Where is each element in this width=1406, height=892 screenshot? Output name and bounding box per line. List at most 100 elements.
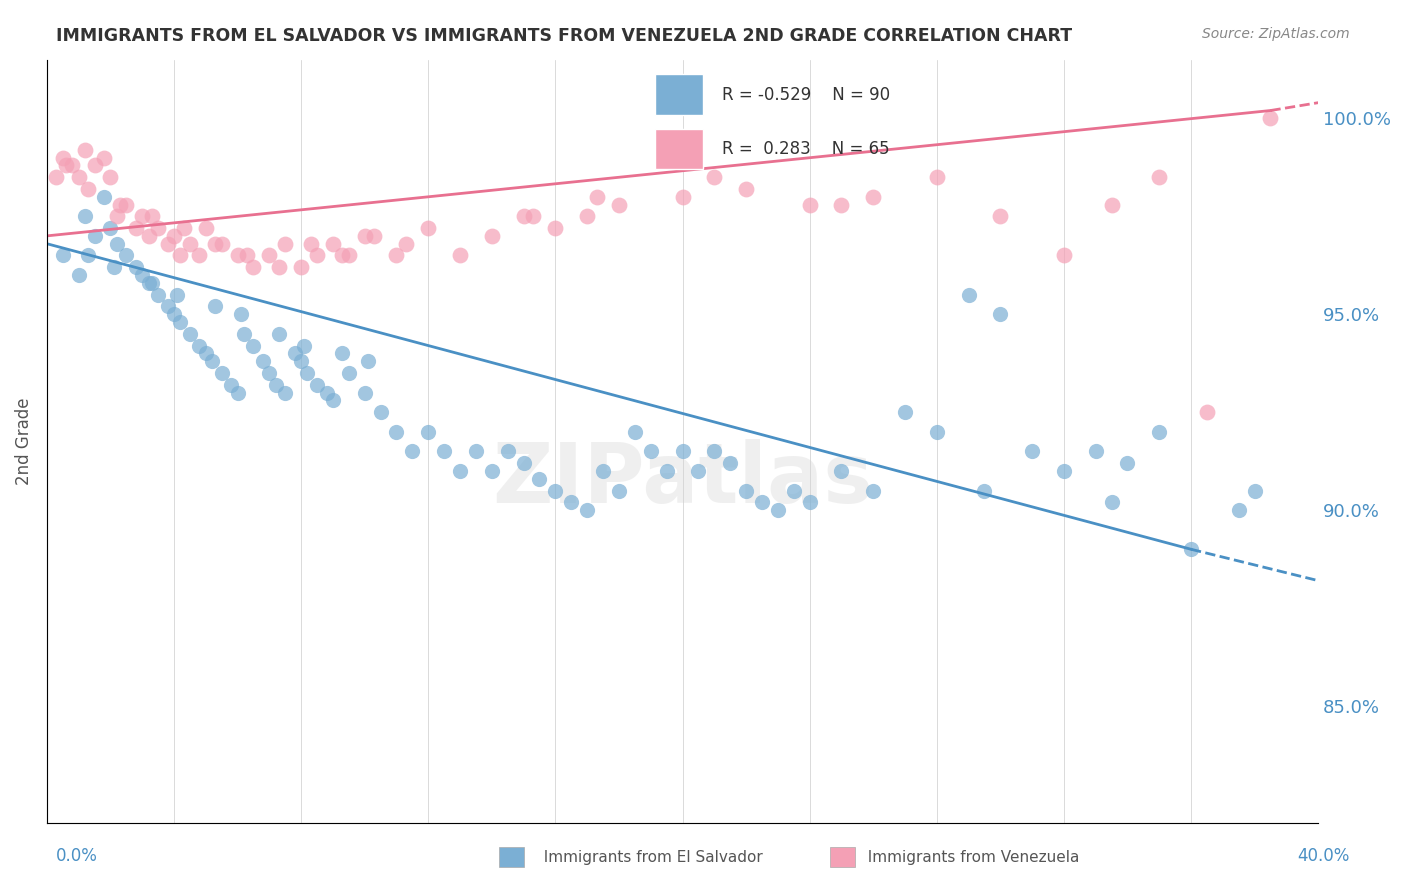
Point: [125, 260, 148, 275]
Point: [77, 182, 100, 196]
Point: [363, 228, 385, 243]
Point: [115, 197, 138, 211]
Point: [671, 444, 693, 458]
Point: [242, 338, 264, 352]
Point: [1053, 248, 1076, 262]
Point: [395, 236, 418, 251]
Point: [592, 464, 614, 478]
Point: [141, 276, 163, 290]
Point: [93, 151, 115, 165]
Point: [735, 483, 758, 498]
Point: [703, 444, 725, 458]
Point: [204, 299, 226, 313]
Point: [125, 221, 148, 235]
Point: [465, 444, 488, 458]
Point: [735, 182, 758, 196]
Point: [219, 377, 242, 392]
Point: [292, 338, 315, 352]
Point: [299, 236, 322, 251]
Point: [894, 405, 917, 419]
Point: [305, 248, 328, 262]
Point: [146, 287, 169, 301]
Point: [1101, 495, 1123, 509]
Point: [671, 190, 693, 204]
Point: [169, 315, 191, 329]
Point: [973, 483, 995, 498]
Point: [274, 236, 297, 251]
Point: [156, 236, 179, 251]
Point: [131, 268, 153, 282]
Point: [242, 260, 264, 275]
Point: [529, 472, 551, 486]
Point: [862, 190, 884, 204]
Point: [93, 190, 115, 204]
Point: [385, 248, 408, 262]
Point: [77, 248, 100, 262]
Point: [353, 385, 375, 400]
Point: [305, 377, 328, 392]
Text: 0.0%: 0.0%: [56, 847, 98, 865]
Point: [830, 464, 852, 478]
Point: [544, 221, 567, 235]
Point: [204, 236, 226, 251]
Point: [988, 209, 1011, 223]
Point: [357, 354, 380, 368]
Point: [957, 287, 980, 301]
Point: [332, 248, 354, 262]
Text: R =  0.283    N = 65: R = 0.283 N = 65: [723, 140, 890, 159]
Point: [655, 464, 678, 478]
Point: [169, 248, 191, 262]
Point: [264, 377, 287, 392]
Point: [607, 197, 630, 211]
Point: [52, 248, 75, 262]
Point: [229, 307, 252, 321]
Point: [103, 260, 125, 275]
Point: [146, 221, 169, 235]
Point: [401, 444, 423, 458]
Point: [640, 444, 662, 458]
Point: [52, 151, 75, 165]
Point: [522, 209, 544, 223]
Point: [862, 483, 884, 498]
Point: [141, 209, 163, 223]
Point: [188, 338, 211, 352]
Point: [45, 170, 67, 185]
Point: [1243, 483, 1265, 498]
Point: [194, 221, 217, 235]
Point: [925, 425, 948, 439]
Point: [1180, 542, 1202, 557]
Point: [179, 326, 201, 341]
Point: [322, 393, 344, 408]
Point: [751, 495, 773, 509]
Text: ZIPatlas: ZIPatlas: [492, 439, 873, 520]
Text: 40.0%: 40.0%: [1298, 847, 1350, 865]
Point: [1195, 405, 1218, 419]
Point: [290, 354, 312, 368]
Point: [925, 170, 948, 185]
Text: Source: ZipAtlas.com: Source: ZipAtlas.com: [1202, 27, 1350, 41]
Point: [1116, 456, 1139, 470]
Point: [131, 209, 153, 223]
Point: [201, 354, 224, 368]
Point: [211, 366, 233, 380]
Point: [138, 276, 160, 290]
Point: [337, 366, 360, 380]
Point: [1147, 170, 1170, 185]
Point: [194, 346, 217, 360]
Point: [1101, 197, 1123, 211]
Point: [83, 158, 105, 172]
Point: [688, 464, 710, 478]
Point: [988, 307, 1011, 321]
Point: [353, 228, 375, 243]
Point: [418, 221, 440, 235]
Point: [512, 456, 534, 470]
Point: [232, 326, 254, 341]
Point: [481, 464, 503, 478]
Point: [105, 236, 128, 251]
Point: [370, 405, 392, 419]
Point: [60, 158, 83, 172]
Point: [418, 425, 440, 439]
Point: [188, 248, 211, 262]
Point: [481, 228, 503, 243]
Point: [576, 209, 599, 223]
